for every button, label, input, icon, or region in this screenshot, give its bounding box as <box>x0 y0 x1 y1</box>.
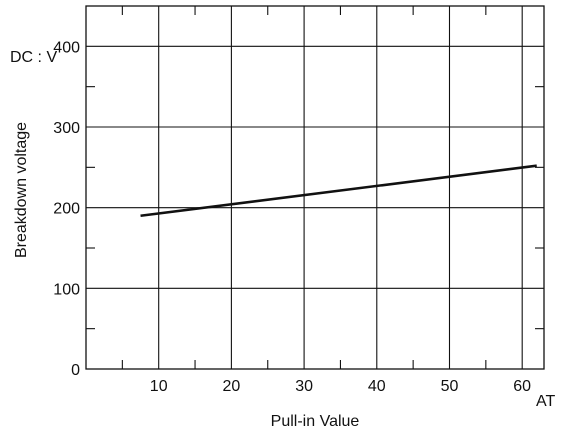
x-tick-label-60: 60 <box>513 378 531 395</box>
y-tick-label-400: 400 <box>53 39 80 56</box>
series-line-0 <box>140 164 537 218</box>
series <box>140 164 537 218</box>
x-tick-labels: 10 20 30 40 50 60 <box>150 378 531 395</box>
grid <box>86 6 544 369</box>
x-tick-label-50: 50 <box>441 378 459 395</box>
x-axis-label: Pull-in Value <box>271 413 360 430</box>
y-unit-label: DC : V <box>10 49 57 66</box>
y-tick-label-200: 200 <box>53 201 80 218</box>
y-tick-label-300: 300 <box>53 120 80 137</box>
x-tick-label-20: 20 <box>222 378 240 395</box>
x-tick-label-30: 30 <box>295 378 313 395</box>
y-tick-label-100: 100 <box>53 281 80 298</box>
plot-frame <box>85 5 545 370</box>
y-axis-label: Breakdown voltage <box>13 122 30 258</box>
x-unit-label: AT <box>536 393 555 410</box>
x-tick-label-10: 10 <box>150 378 168 395</box>
y-tick-labels: 0 100 200 300 400 <box>53 39 80 379</box>
y-tick-label-0: 0 <box>71 362 80 379</box>
ticks <box>86 6 544 369</box>
x-tick-label-40: 40 <box>368 378 386 395</box>
